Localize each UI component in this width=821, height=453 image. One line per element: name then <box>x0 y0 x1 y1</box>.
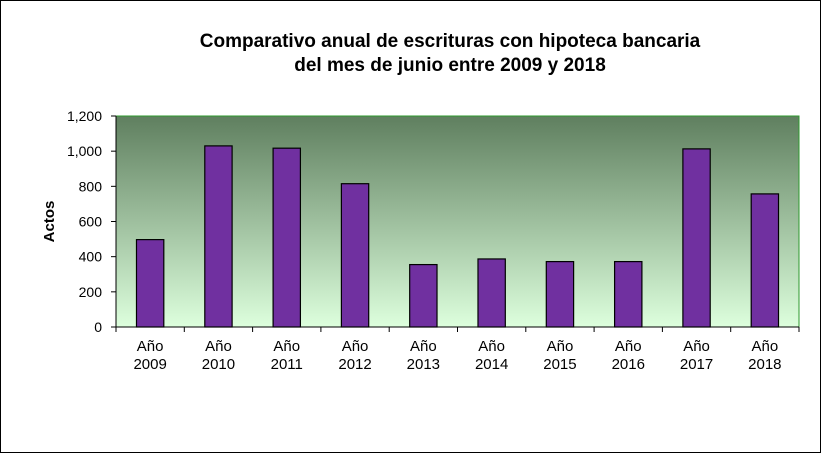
bar <box>272 147 302 328</box>
bar <box>477 258 506 328</box>
x-tick-label: 2011 <box>271 356 303 373</box>
y-tick-label: 600 <box>79 214 103 230</box>
x-tick-label: Año <box>683 338 710 355</box>
bar <box>409 263 438 328</box>
x-tick-label: Año <box>751 338 778 355</box>
y-tick-label: 1,200 <box>67 108 102 124</box>
chart-title-line-2: del mes de junio entre 2009 y 2018 <box>294 55 606 76</box>
x-tick-label: Año <box>205 338 232 355</box>
bar <box>682 148 711 328</box>
x-axis: Año2009Año2010Año2011Año2012Año2013Año20… <box>115 326 800 373</box>
bar <box>135 239 165 328</box>
x-tick-label: Año <box>342 338 369 355</box>
y-tick-label: 800 <box>79 178 103 194</box>
bars <box>135 145 780 328</box>
x-tick-label: 2015 <box>543 356 576 373</box>
x-tick-label: 2012 <box>338 356 371 373</box>
bar <box>613 260 643 328</box>
x-tick-label: Año <box>137 338 164 355</box>
x-tick-label: 2018 <box>748 356 781 373</box>
chart-title-line-1: Comparativo anual de escrituras con hipo… <box>199 31 701 52</box>
bar <box>340 183 370 328</box>
x-tick-label: Año <box>478 338 505 355</box>
y-tick-label: 400 <box>79 249 103 265</box>
x-tick-label: 2013 <box>407 356 440 373</box>
y-axis-label: Actos <box>41 201 58 243</box>
x-tick-label: Año <box>410 338 437 355</box>
x-tick-label: Año <box>615 338 642 355</box>
y-tick-label: 200 <box>79 284 103 300</box>
x-tick-label: 2014 <box>475 356 508 373</box>
y-axis: 0 200 400 600 800 1,000 1,200 <box>67 108 117 335</box>
x-tick-label: Año <box>273 338 300 355</box>
x-tick-label: 2009 <box>133 356 166 373</box>
chart-title: Comparativo anual de escrituras con hipo… <box>140 30 760 78</box>
y-tick-label: 0 <box>94 319 102 335</box>
x-tick-label: 2017 <box>680 356 713 373</box>
x-tick-label: 2010 <box>202 356 235 373</box>
bar <box>750 193 780 328</box>
y-tick-label: 1,000 <box>67 143 102 159</box>
bar <box>204 145 233 328</box>
x-tick-label: 2016 <box>612 356 645 373</box>
x-tick-label: Año <box>547 338 574 355</box>
bar <box>545 260 575 328</box>
